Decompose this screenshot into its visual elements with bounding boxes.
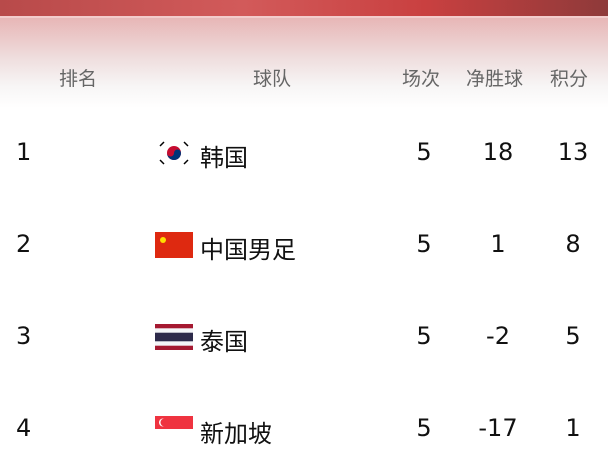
table-row: 2 中国男足 5 1 8 — [0, 226, 608, 266]
goal-diff: -17 — [478, 414, 518, 442]
china-flag-icon — [155, 232, 193, 258]
points: 13 — [557, 138, 589, 166]
south-korea-flag-icon — [155, 140, 193, 166]
goal-diff: -2 — [486, 322, 510, 350]
header-played: 场次 — [402, 68, 441, 90]
table-header: 排名 球队 场次 净胜球 积分 — [0, 16, 608, 108]
rank: 4 — [16, 414, 32, 442]
played: 5 — [416, 414, 432, 442]
table-row: 1 韩国 5 18 13 — [0, 134, 608, 174]
table-row: 3 泰国 5 -2 5 — [0, 318, 608, 358]
header-points: 积分 — [550, 68, 589, 90]
points: 5 — [565, 322, 581, 350]
goal-diff: 1 — [490, 230, 506, 258]
rank: 2 — [16, 230, 32, 258]
header-goal-diff: 净胜球 — [466, 68, 524, 90]
team-name: 新加坡 — [200, 420, 272, 448]
played: 5 — [416, 230, 432, 258]
singapore-flag-icon — [155, 416, 193, 442]
rank: 1 — [16, 138, 32, 166]
header-rank: 排名 — [59, 68, 98, 90]
team-name: 中国男足 — [200, 236, 296, 264]
points: 8 — [565, 230, 581, 258]
team-name: 泰国 — [200, 328, 248, 356]
played: 5 — [416, 138, 432, 166]
table-row: 4 新加坡 5 -17 1 — [0, 410, 608, 450]
points: 1 — [565, 414, 581, 442]
team-name: 韩国 — [200, 144, 248, 172]
rank: 3 — [16, 322, 32, 350]
played: 5 — [416, 322, 432, 350]
header-team: 球队 — [253, 68, 292, 90]
top-banner — [0, 0, 608, 16]
thailand-flag-icon — [155, 324, 193, 350]
goal-diff: 18 — [482, 138, 514, 166]
